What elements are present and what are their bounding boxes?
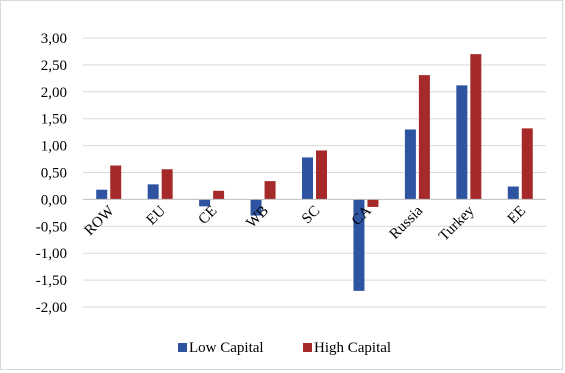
x-category-label: Turkey (436, 203, 478, 245)
x-category-label: SC (299, 203, 323, 227)
y-tick-label: -1,50 (36, 273, 67, 289)
y-tick-label: 2,50 (41, 58, 67, 74)
y-tick-label: 1,00 (41, 139, 67, 155)
y-tick-label: 2,00 (41, 85, 67, 101)
gridlines (83, 37, 546, 308)
bar-low-capital (96, 189, 108, 200)
y-axis-ticks: 3,00 2,50 2,00 1,50 1,00 0,50 0,00 -0,50 -1,00 -1… (36, 31, 67, 316)
x-category-label: CE (196, 203, 221, 228)
y-tick-label: -2,00 (36, 300, 67, 316)
x-category-label: EE (505, 203, 529, 227)
bar-low-capital (147, 184, 159, 200)
x-axis-categories: ROW EU CE WB SC CA Russia Turkey EE (81, 202, 529, 244)
bar-high-capital (418, 75, 430, 200)
legend: Low Capital High Capital (178, 340, 391, 356)
y-tick-label: 0,00 (41, 192, 67, 208)
bar-high-capital (213, 190, 225, 200)
y-tick-label: 0,50 (41, 166, 67, 182)
legend-label: High Capital (314, 340, 391, 356)
legend-label: Low Capital (189, 340, 264, 356)
bar-high-capital (521, 128, 533, 200)
x-category-label: WB (243, 203, 271, 231)
bar-low-capital (353, 199, 365, 291)
bar-high-capital (470, 54, 482, 200)
legend-swatch (303, 343, 312, 352)
bar-low-capital (302, 157, 313, 200)
y-tick-label: -1,00 (36, 246, 67, 262)
legend-swatch (178, 343, 187, 352)
x-category-label: ROW (81, 202, 118, 239)
y-tick-label: 1,50 (41, 112, 67, 128)
bar-low-capital (456, 85, 468, 200)
bar-low-capital (250, 199, 262, 216)
bar-high-capital (316, 150, 327, 200)
x-category-label: Russia (387, 203, 427, 243)
bar-high-capital (161, 169, 173, 200)
bar-high-capital (264, 181, 276, 200)
y-tick-label: 3,00 (41, 31, 67, 47)
bar-low-capital (404, 129, 416, 200)
bars (96, 54, 533, 291)
bar-high-capital (367, 199, 379, 207)
y-tick-label: -0,50 (36, 219, 67, 235)
bar-high-capital (110, 165, 122, 200)
bar-low-capital (507, 186, 519, 200)
bar-low-capital (199, 199, 211, 207)
x-category-label: EU (144, 203, 170, 229)
